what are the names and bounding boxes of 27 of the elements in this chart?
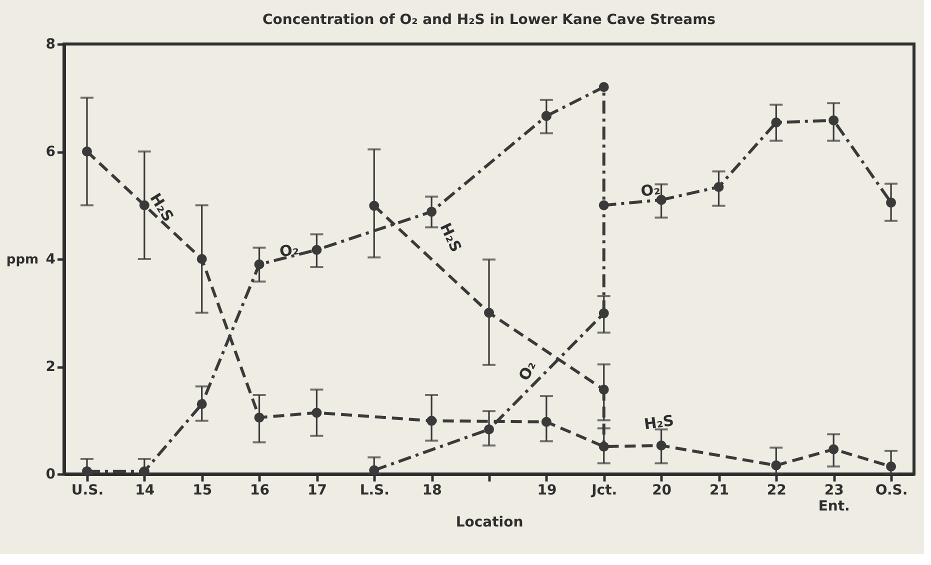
annotation: O₂ — [515, 358, 540, 384]
x-tick-label: U.S. — [71, 482, 104, 498]
x-tick-label: 18 — [422, 482, 442, 498]
annotation: O₂ — [640, 180, 662, 200]
x-tick-label: L.S. — [360, 482, 390, 498]
x-tick-label: 16 — [250, 482, 270, 498]
y-tick-label: 2 — [46, 359, 56, 375]
x-tick-label: 23 Ent. — [818, 482, 850, 514]
x-tick-label: O.S. — [875, 482, 908, 498]
y-tick-label: 4 — [46, 252, 56, 268]
annotation: H₂S — [642, 411, 676, 434]
x-tick-label: 21 — [709, 482, 729, 498]
y-tick-label: 6 — [46, 144, 56, 160]
y-axis-title: ppm — [6, 252, 39, 268]
chart-title: Concentration of O₂ and H₂S in Lower Kane Cave Streams — [262, 12, 716, 28]
x-axis-title: Location — [456, 514, 524, 530]
y-tick-label: 8 — [46, 36, 56, 52]
x-tick-label: 14 — [135, 482, 155, 498]
x-tick-label: 19 — [537, 482, 557, 498]
y-tick-label: 0 — [46, 466, 56, 482]
x-tick-label: 22 — [766, 482, 786, 498]
x-tick-label: 17 — [307, 482, 327, 498]
x-tick-label: 20 — [652, 482, 672, 498]
x-tick-label: 15 — [192, 482, 212, 498]
x-tick-label: Jct. — [590, 482, 618, 498]
annotation: H₂S — [436, 220, 466, 255]
annotation: O₂ — [278, 240, 300, 261]
